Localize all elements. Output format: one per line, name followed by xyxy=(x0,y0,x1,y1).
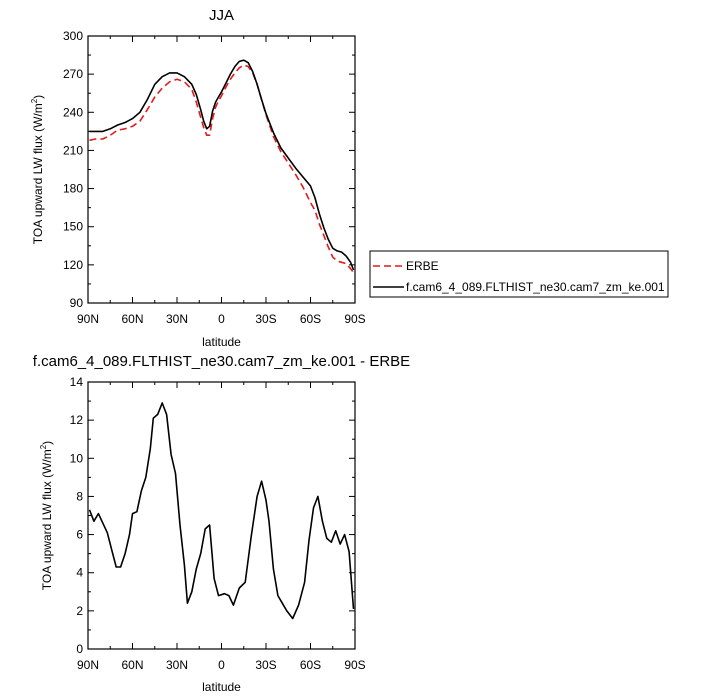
x-tick-label: 30N xyxy=(166,312,188,326)
plot-frame xyxy=(87,35,356,304)
x-axis-label: latitude xyxy=(202,680,241,694)
y-axis-label-sup: 2 xyxy=(39,444,48,449)
x-tick-label: 90S xyxy=(344,658,365,672)
y-tick-label: 12 xyxy=(70,413,84,427)
top-panel-jja: JJA 90 120 150 180 210 240 270 300 90N 60N 30N 0 30S 6… xyxy=(30,7,366,349)
y-axis-label-close: ) xyxy=(40,441,54,445)
y-tick-label: 90 xyxy=(70,296,84,310)
panel-title: JJA xyxy=(209,7,234,24)
y-axis-label-close: ) xyxy=(31,95,45,99)
y-tick-label: 120 xyxy=(63,258,83,272)
x-tick-label: 90S xyxy=(344,312,365,326)
series-line-1 xyxy=(89,59,355,271)
legend-box xyxy=(369,250,669,298)
y-axis-label: TOA upward LW flux (W/m2) xyxy=(30,95,45,244)
x-tick-label: 30S xyxy=(255,312,276,326)
panel-title: f.cam6_4_089.FLTHIST_ne30.cam7_zm_ke.001… xyxy=(33,353,410,370)
y-tick-label: 210 xyxy=(63,143,83,157)
x-tick-label: 60S xyxy=(300,312,321,326)
x-tick-label: 90N xyxy=(77,658,99,672)
series-line-0 xyxy=(89,64,355,273)
x-tick-label: 30N xyxy=(166,658,188,672)
legend: ERBE f.cam6_4_089.FLTHIST_ne30.cam7_zm_ke… xyxy=(369,250,669,298)
y-tick-label: 240 xyxy=(63,105,83,119)
y-tick-label: 14 xyxy=(70,375,84,389)
y-tick-label: 300 xyxy=(63,29,83,43)
x-tick-label: 30S xyxy=(255,658,276,672)
x-tick-label: 0 xyxy=(218,312,225,326)
x-tick-label: 60S xyxy=(300,658,321,672)
y-axis-label-main: TOA upward LW flux (W/m xyxy=(40,449,54,590)
y-tick-label: 180 xyxy=(63,182,83,196)
legend-entry-1: f.cam6_4_089.FLTHIST_ne30.cam7_zm_ke.001 xyxy=(406,280,665,294)
y-axis-label: TOA upward LW flux (W/m2) xyxy=(39,441,54,590)
y-tick-label: 2 xyxy=(76,604,83,618)
y-tick-label: 4 xyxy=(76,566,83,580)
plot-frame xyxy=(87,381,356,650)
x-tick-label: 60N xyxy=(121,658,143,672)
y-tick-label: 270 xyxy=(63,67,83,81)
y-axis-label-main: TOA upward LW flux (W/m xyxy=(31,103,45,244)
y-tick-label: 150 xyxy=(63,220,83,234)
bottom-panel-difference: f.cam6_4_089.FLTHIST_ne30.cam7_zm_ke.001… xyxy=(33,353,410,694)
y-tick-label: 0 xyxy=(76,642,83,656)
x-tick-label: 60N xyxy=(121,312,143,326)
y-tick-label: 10 xyxy=(70,451,84,465)
legend-entry-0: ERBE xyxy=(406,259,439,273)
x-tick-label: 90N xyxy=(77,312,99,326)
x-axis-label: latitude xyxy=(202,335,241,349)
y-tick-label: 6 xyxy=(76,528,83,542)
y-tick-label: 8 xyxy=(76,489,83,503)
series-line-0 xyxy=(88,402,355,620)
y-axis-label-sup: 2 xyxy=(30,98,39,103)
x-tick-label: 0 xyxy=(218,658,225,672)
